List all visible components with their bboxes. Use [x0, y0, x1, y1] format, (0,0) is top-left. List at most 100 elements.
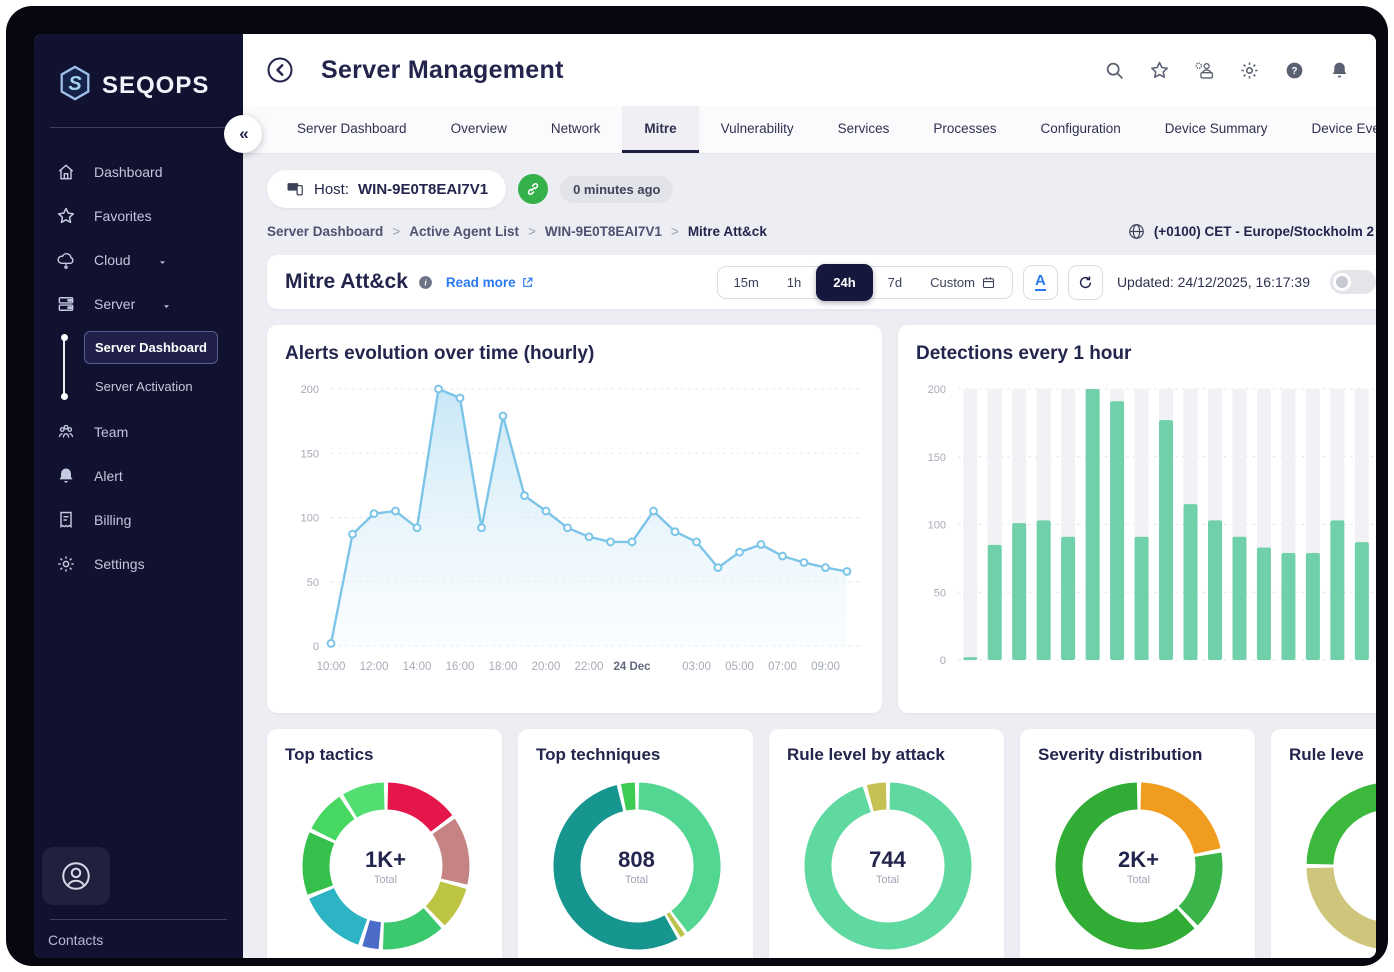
range-24h[interactable]: 24h	[816, 263, 873, 301]
host-pill: Host: WIN-9E0T8EAI7V1	[267, 170, 507, 208]
top-header: Server Management ?	[243, 34, 1376, 106]
sidebar-divider	[50, 127, 227, 128]
svg-text:12:00: 12:00	[360, 661, 389, 673]
sidebar: S SEQOPS Dashboard Favorites Cloud Server Se…	[34, 34, 243, 958]
subtree-line	[60, 334, 68, 400]
svg-text:S: S	[68, 73, 82, 95]
sidebar-item-label: Team	[94, 424, 129, 440]
tab-server-dashboard[interactable]: Server Dashboard	[297, 120, 407, 136]
detections-bar-chart-card: Detections every 1 hour 0 50 100 150 200	[898, 325, 1376, 713]
auto-refresh-toggle[interactable]	[1330, 270, 1376, 294]
sidebar-subtree: Server Dashboard Server Activation	[48, 328, 233, 406]
svg-text:14:00: 14:00	[403, 661, 432, 673]
svg-text:100: 100	[928, 520, 946, 532]
sidebar-item-label: Settings	[94, 556, 145, 572]
tab-mitre[interactable]: Mitre	[622, 106, 699, 153]
gear-icon[interactable]	[1239, 60, 1260, 81]
sidebar-item-label: Cloud	[94, 252, 131, 268]
tab-device-events[interactable]: Device Events	[1311, 120, 1376, 136]
user-avatar-button[interactable]	[42, 847, 110, 905]
sidebar-item-cloud[interactable]: Cloud	[48, 238, 233, 282]
read-more-label: Read more	[445, 274, 516, 290]
agent-icon[interactable]	[1194, 60, 1215, 81]
host-name: WIN-9E0T8EAI7V1	[358, 180, 489, 198]
search-icon[interactable]	[1104, 60, 1125, 81]
breadcrumb-separator: >	[527, 224, 536, 239]
cloud-icon	[56, 250, 76, 270]
donut-title: Rule level by attack	[787, 745, 945, 764]
a-button-label: A	[1035, 272, 1046, 291]
tab-device-summary[interactable]: Device Summary	[1164, 120, 1268, 136]
sidebar-item-settings[interactable]: Settings	[48, 542, 233, 586]
svg-text:i: i	[424, 277, 427, 287]
line-chart-title: Alerts evolution over time (hourly)	[285, 343, 595, 364]
bell-icon[interactable]	[1329, 60, 1350, 81]
range-1h[interactable]: 1h	[773, 267, 815, 298]
sidebar-item-alert[interactable]: Alert	[48, 454, 233, 498]
sidebar-item-server-dashboard[interactable]: Server Dashboard	[84, 331, 218, 364]
svg-text:200: 200	[928, 384, 946, 396]
sidebar-item-contacts[interactable]: Contacts	[48, 932, 104, 948]
star-icon[interactable]	[1149, 60, 1170, 81]
range-custom[interactable]: Custom	[916, 267, 1010, 298]
breadcrumb-item-win-9e0t8eai7v1[interactable]: WIN-9E0T8EAI7V1	[544, 224, 662, 239]
brand-logo: S SEQOPS	[34, 56, 243, 121]
alerts-line-chart-card: Alerts evolution over time (hourly) 0 50 1…	[267, 325, 882, 713]
sidebar-item-server[interactable]: Server	[48, 282, 233, 326]
info-icon[interactable]: i	[417, 274, 434, 291]
sidebar-item-billing[interactable]: Billing	[48, 498, 233, 542]
a-button[interactable]: A	[1022, 264, 1058, 300]
alerts-line-chart: 0 50 100 150 200 10:00 12:00 14:00 16:00 18:00 20:…	[285, 373, 866, 693]
refresh-button[interactable]	[1067, 264, 1103, 300]
sidebar-footer-divider	[50, 919, 227, 920]
header-icon-group: ?	[1104, 60, 1350, 81]
sidebar-collapse-button[interactable]: «	[224, 115, 262, 153]
tab-network[interactable]: Network	[550, 120, 601, 136]
server-icon	[56, 294, 76, 314]
bell-icon	[56, 466, 76, 486]
svg-text:150: 150	[928, 452, 946, 464]
donut-title: Top techniques	[536, 745, 661, 764]
svg-text:10:00: 10:00	[317, 661, 346, 673]
section-title: Mitre Att&ck	[285, 270, 408, 293]
receipt-icon	[56, 510, 76, 530]
svg-text:24 Dec: 24 Dec	[613, 661, 651, 673]
main-area: Server Management ? Server Dashboard Over…	[243, 34, 1376, 958]
donut-title: Severity distribution	[1038, 745, 1203, 764]
sidebar-item-team[interactable]: Team	[48, 410, 233, 454]
donut-chart: 744 Total	[799, 777, 977, 955]
tab-services[interactable]: Services	[837, 120, 890, 136]
help-icon[interactable]: ?	[1284, 60, 1305, 81]
sidebar-item-server-activation[interactable]: Server Activation	[95, 379, 193, 394]
sidebar-nav: Dashboard Favorites Cloud Server Server Dash…	[34, 138, 243, 847]
breadcrumb-separator: >	[670, 224, 679, 239]
breadcrumb-item-server-dashboard[interactable]: Server Dashboard	[267, 224, 384, 239]
app-window: S SEQOPS Dashboard Favorites Cloud Server Se…	[34, 34, 1376, 958]
breadcrumb-row: Server Dashboard > Active Agent List > WIN-9…	[267, 222, 1376, 241]
tab-processes[interactable]: Processes	[933, 120, 997, 136]
charts-row: Alerts evolution over time (hourly) 0 50 1…	[267, 325, 1376, 713]
tab-configuration[interactable]: Configuration	[1040, 120, 1121, 136]
sidebar-item-label: Server	[94, 296, 136, 312]
svg-text:0: 0	[940, 655, 946, 667]
back-button[interactable]	[265, 53, 299, 87]
breadcrumb-item-mitre-att-ck: Mitre Att&ck	[687, 224, 767, 239]
breadcrumb-item-active-agent-list[interactable]: Active Agent List	[409, 224, 519, 239]
updated-timestamp: Updated: 24/12/2025, 16:17:39	[1116, 274, 1310, 290]
sidebar-item-dashboard[interactable]: Dashboard	[48, 150, 233, 194]
svg-text:16:00: 16:00	[446, 661, 475, 673]
sidebar-item-label: Billing	[94, 512, 132, 528]
range-7d[interactable]: 7d	[874, 267, 916, 298]
tab-overview[interactable]: Overview	[450, 120, 507, 136]
range-label: 15m	[733, 274, 759, 290]
read-more-link[interactable]: Read more	[446, 275, 534, 290]
range-15m[interactable]: 15m	[720, 267, 773, 298]
brand-hexagon-icon: S	[56, 64, 94, 107]
tab-vulnerability[interactable]: Vulnerability	[720, 120, 794, 136]
sidebar-item-favorites[interactable]: Favorites	[48, 194, 233, 238]
sidebar-item-label: Alert	[94, 468, 123, 484]
sidebar-item-label: Favorites	[94, 208, 152, 224]
donut-chart: 1K+ Total	[297, 777, 475, 955]
donut-card-top-techniques: Top techniques 808 Total	[518, 729, 753, 958]
svg-text:0: 0	[313, 641, 319, 653]
